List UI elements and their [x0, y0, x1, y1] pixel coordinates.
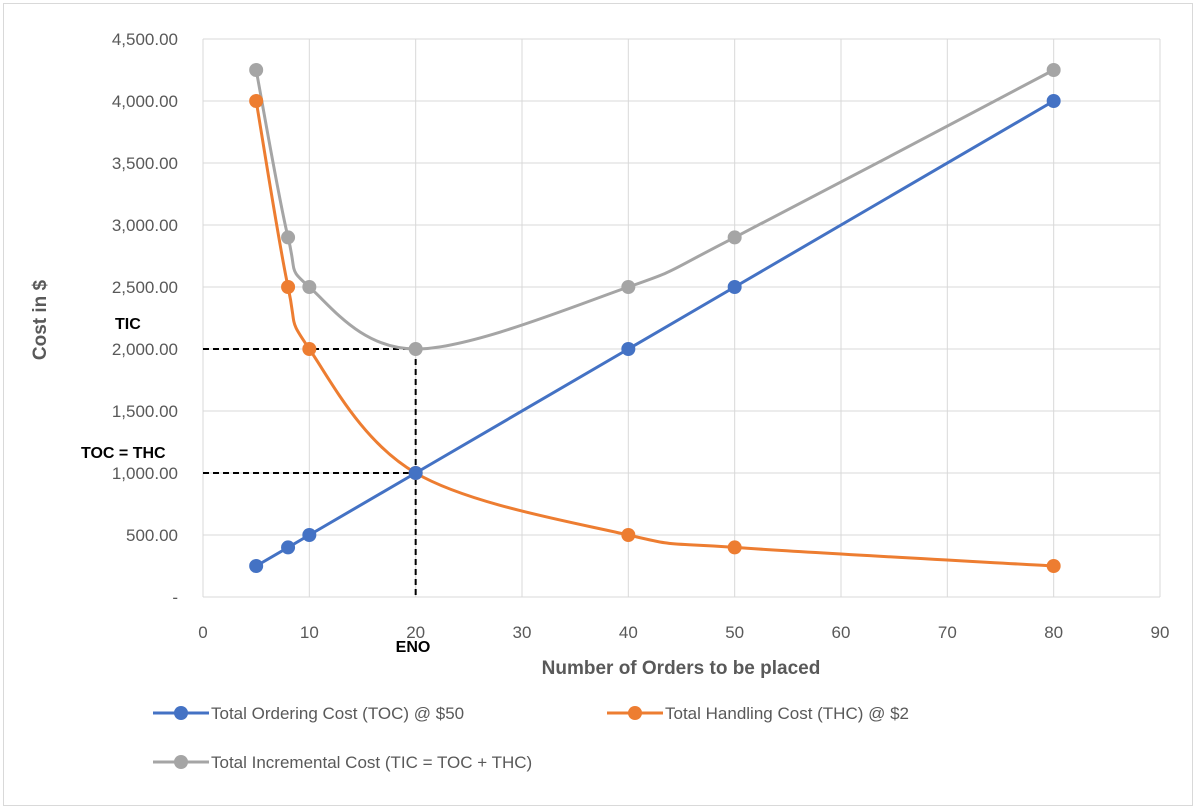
- legend-swatch-marker: [174, 755, 188, 769]
- legend: Total Ordering Cost (TOC) @ $50 Total Han…: [153, 704, 909, 772]
- annotation-label: ENO: [396, 639, 431, 656]
- gridlines: [202, 38, 1161, 598]
- x-tick-label: 80: [1044, 623, 1063, 642]
- data-point: [302, 342, 317, 356]
- x-tick-label: 40: [619, 623, 638, 642]
- x-tick-label: 90: [1151, 623, 1170, 642]
- annotations: TIC TOC = THC ENO: [81, 316, 430, 656]
- data-point: [727, 230, 742, 245]
- data-point: [1046, 559, 1061, 573]
- series-line: [254, 99, 1056, 568]
- x-axis-tick-labels: 0 10 20 30 40 50 60 70 80 90: [198, 623, 1169, 642]
- data-point: [727, 280, 742, 294]
- x-axis-title: Number of Orders to be placed: [542, 658, 821, 679]
- data-point: [281, 230, 296, 245]
- data-point: [408, 342, 423, 356]
- x-tick-label: 10: [300, 623, 319, 642]
- legend-swatch-marker: [174, 706, 188, 720]
- data-point: [1046, 94, 1061, 108]
- series-line: [254, 68, 1056, 351]
- legend-label: Total Ordering Cost (TOC) @ $50: [211, 704, 464, 723]
- data-point: [408, 466, 423, 480]
- y-tick-label: 1,500.00: [112, 402, 178, 421]
- y-axis-tick-labels: - 500.00 1,000.00 1,500.00 2,000.00 2,500.00 3…: [112, 30, 178, 607]
- legend-label: Total Incremental Cost (TIC = TOC + THC): [211, 753, 532, 772]
- data-point: [249, 94, 264, 108]
- data-point: [281, 280, 296, 294]
- y-tick-label: 2,000.00: [112, 340, 178, 359]
- data-point: [621, 342, 636, 356]
- x-tick-label: 60: [832, 623, 851, 642]
- data-point: [727, 540, 742, 555]
- data-point: [302, 280, 317, 294]
- data-point: [621, 280, 636, 294]
- y-tick-label: -: [172, 588, 178, 607]
- data-point: [249, 63, 264, 77]
- annotation-label: TOC = THC: [81, 445, 166, 462]
- data-point: [621, 528, 636, 542]
- data-point: [1046, 63, 1061, 77]
- y-tick-label: 500.00: [126, 526, 178, 545]
- x-tick-label: 20: [406, 623, 425, 642]
- x-tick-label: 70: [938, 623, 957, 642]
- x-tick-label: 50: [725, 623, 744, 642]
- series-group: [249, 63, 1061, 573]
- y-tick-label: 3,000.00: [112, 216, 178, 235]
- x-tick-label: 30: [513, 623, 532, 642]
- data-point: [302, 528, 317, 542]
- legend-label: Total Handling Cost (THC) @ $2: [665, 704, 909, 723]
- y-tick-label: 4,500.00: [112, 30, 178, 49]
- y-tick-label: 4,000.00: [112, 92, 178, 111]
- data-point: [249, 559, 264, 573]
- y-tick-label: 3,500.00: [112, 154, 178, 173]
- y-tick-label: 2,500.00: [112, 278, 178, 297]
- x-tick-label: 0: [198, 623, 207, 642]
- y-axis-title: Cost in $: [30, 279, 51, 360]
- annotation-label: TIC: [115, 316, 141, 333]
- legend-swatch-marker: [628, 706, 642, 720]
- data-point: [281, 540, 296, 555]
- y-tick-label: 1,000.00: [112, 464, 178, 483]
